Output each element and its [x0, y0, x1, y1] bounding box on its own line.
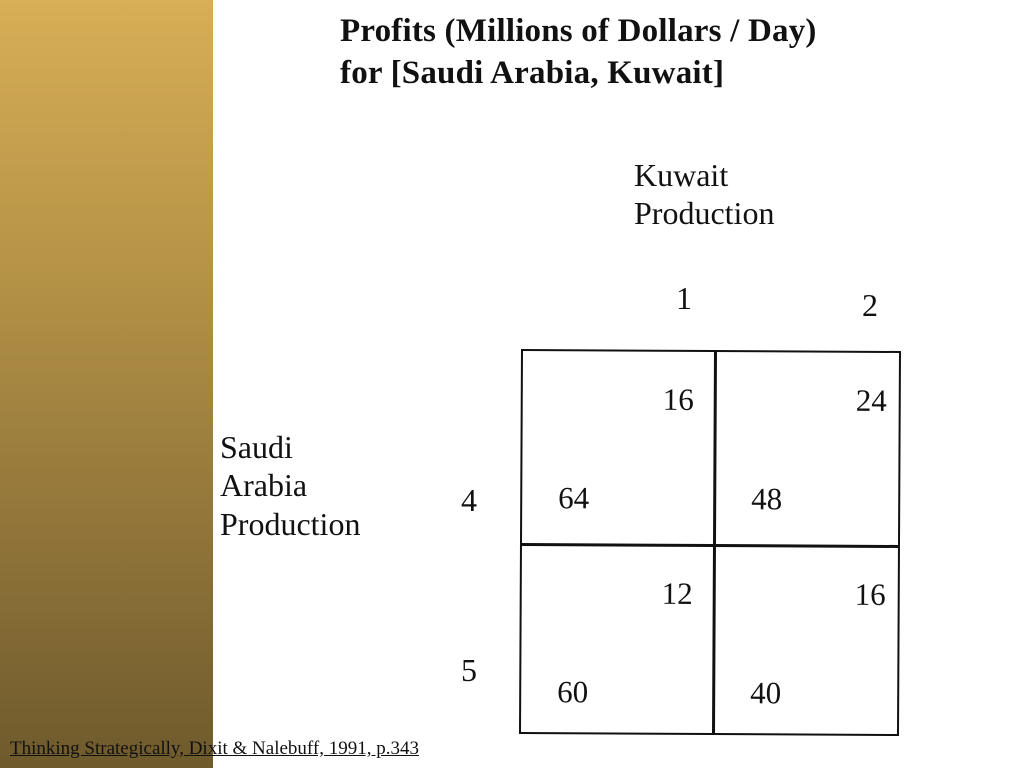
matrix-cell: 16 40 — [714, 546, 904, 737]
saudi-payoff: 48 — [751, 481, 783, 517]
kuwait-payoff: 12 — [661, 575, 693, 611]
row-label-line-2: Arabia — [220, 467, 308, 504]
decorative-sidebar — [0, 0, 213, 768]
row-player-label: Saudi Arabia Production — [220, 428, 360, 543]
title-line-2: for [Saudi Arabia, Kuwait] — [340, 55, 725, 92]
slide-title: Profits (Millions of Dollars / Day) for … — [340, 10, 980, 94]
column-label-line-2: Production — [634, 195, 775, 232]
kuwait-payoff: 16 — [662, 381, 694, 417]
kuwait-payoff: 16 — [854, 576, 886, 612]
column-header-1: 1 — [676, 280, 692, 316]
saudi-payoff: 60 — [557, 674, 589, 710]
payoff-matrix: 16 64 24 48 12 60 16 40 — [518, 349, 904, 737]
column-label-line-1: Kuwait — [634, 157, 729, 193]
saudi-payoff: 40 — [750, 675, 782, 711]
matrix-cell: 12 60 — [521, 545, 711, 736]
title-line-1: Profits (Millions of Dollars / Day) — [340, 13, 817, 49]
column-player-label: Kuwait Production — [634, 156, 774, 233]
row-header-1: 4 — [461, 482, 477, 518]
row-label-line-3: Production — [220, 505, 361, 542]
kuwait-payoff: 24 — [855, 382, 887, 418]
row-header-2: 5 — [461, 652, 477, 688]
column-header-2: 2 — [862, 287, 878, 323]
saudi-payoff: 64 — [558, 480, 590, 516]
matrix-cell: 24 48 — [715, 352, 905, 543]
citation-link[interactable]: Thinking Strategically, Dixit & Nalebuff… — [10, 738, 419, 759]
matrix-cell: 16 64 — [522, 351, 712, 542]
row-label-line-1: Saudi — [220, 429, 293, 465]
